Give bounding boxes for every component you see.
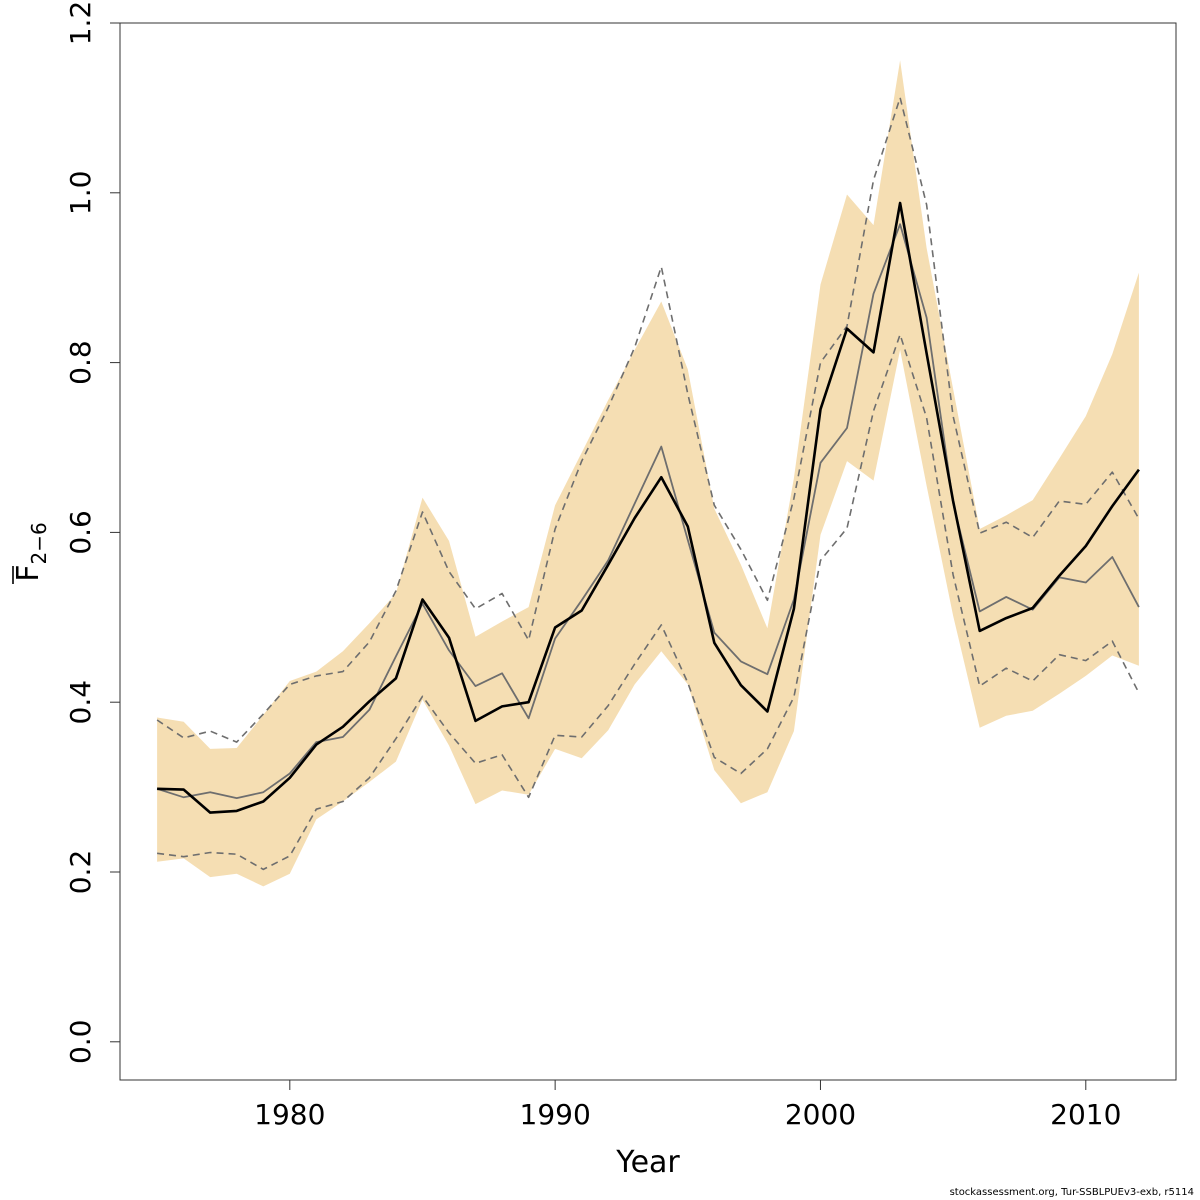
x-tick-label: 2010 (1050, 1098, 1121, 1131)
y-tick-label: 0.2 (64, 850, 97, 895)
x-tick-label: 2000 (785, 1098, 856, 1131)
y-tick-label: 1.0 (64, 171, 97, 216)
estimate-line (157, 201, 1140, 814)
series-line-layer (156, 96, 1140, 871)
footer-caption: stockassessment.org, Tur-SSBLPUEv3-exb, … (949, 1187, 1194, 1198)
y-tick-label: 0.4 (64, 680, 97, 725)
x-axis-title: Year (615, 1145, 680, 1180)
lower-bound-dashed-line (156, 333, 1140, 871)
x-tick-label: 1990 (520, 1098, 591, 1131)
upper-bound-dashed-line (156, 96, 1140, 743)
y-axis-title-subscript: 2−6 (27, 522, 51, 564)
x-tick-label: 1980 (254, 1098, 325, 1131)
y-axis-title: F2−6 (11, 522, 51, 581)
axis-layer: 1980 1990 2000 2010 0.0 0.2 0.4 0.6 0.8 1.0 1.2 (64, 1, 1121, 1131)
y-tick-label: 0.6 (64, 510, 97, 555)
y-tick-label: 1.2 (64, 1, 97, 46)
y-axis-title-main: F (11, 564, 46, 581)
y-tick-label: 0.8 (64, 340, 97, 385)
plot-frame (119, 22, 1177, 1081)
y-tick-label: 0.0 (64, 1020, 97, 1065)
